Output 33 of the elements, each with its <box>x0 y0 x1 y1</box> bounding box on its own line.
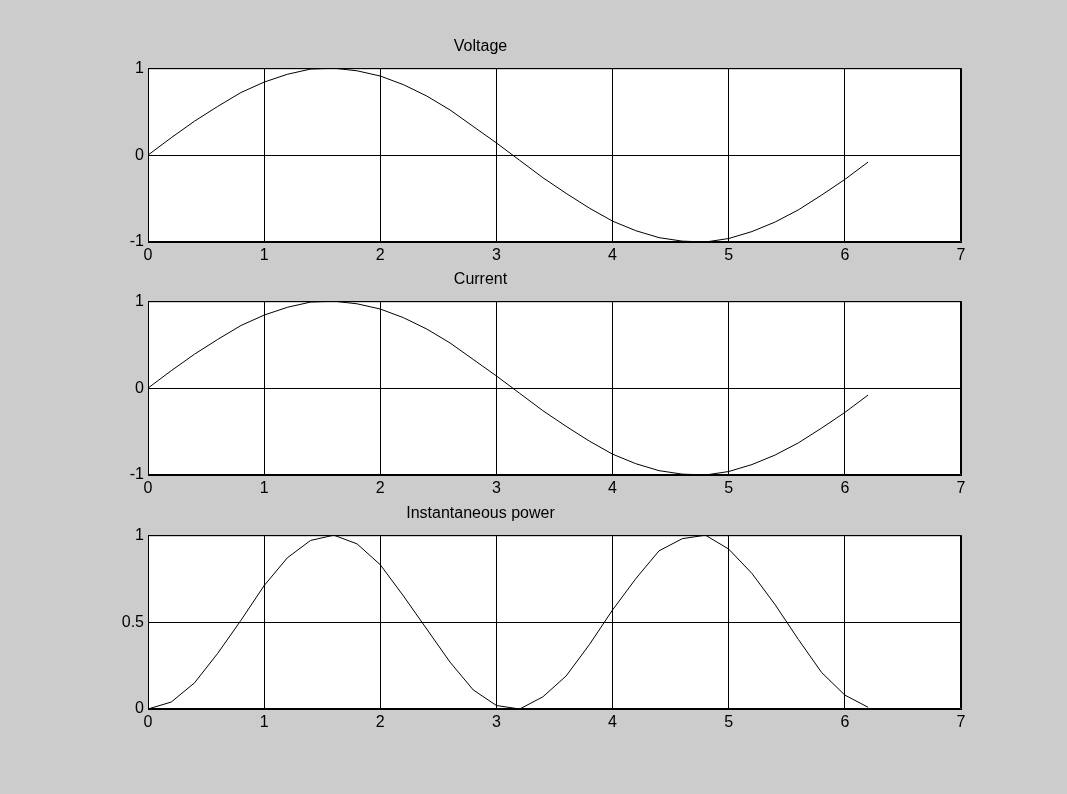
x-tick-label: 5 <box>724 713 734 731</box>
y-tick-label: 0 <box>135 699 145 717</box>
x-tick-label: 2 <box>375 479 385 497</box>
x-tick-label: 1 <box>259 246 269 264</box>
y-tick-label: 0 <box>135 145 145 163</box>
x-tick-label: 6 <box>840 246 850 264</box>
y-tick-label: 1 <box>135 291 145 309</box>
y-tick-label: 1 <box>135 58 145 76</box>
x-tick-label: 6 <box>840 713 850 731</box>
x-tick-label: 5 <box>724 246 734 264</box>
x-tick-label: 2 <box>375 246 385 264</box>
x-tick-label: 2 <box>375 713 385 731</box>
y-tick-label: 1 <box>135 525 145 543</box>
y-tick-label: 0.5 <box>121 612 145 630</box>
x-tick-label: 7 <box>956 246 966 264</box>
y-tick-label: 0 <box>135 378 145 396</box>
x-tick-label: 7 <box>956 713 966 731</box>
x-tick-label: 5 <box>724 479 734 497</box>
x-tick-label: 3 <box>491 246 501 264</box>
x-tick-label: 4 <box>608 246 618 264</box>
x-tick-label: 3 <box>491 479 501 497</box>
x-tick-label: 6 <box>840 479 850 497</box>
chart-title: Current <box>453 270 508 288</box>
chart-title: Voltage <box>453 37 508 55</box>
x-tick-label: 3 <box>491 713 501 731</box>
x-tick-label: 7 <box>956 479 966 497</box>
x-tick-label: 1 <box>259 479 269 497</box>
chart-title: Instantaneous power <box>406 504 556 522</box>
y-tick-label: -1 <box>129 465 145 483</box>
x-tick-label: 4 <box>608 713 618 731</box>
y-tick-label: -1 <box>129 232 145 250</box>
x-tick-label: 4 <box>608 479 618 497</box>
x-tick-label: 1 <box>259 713 269 731</box>
